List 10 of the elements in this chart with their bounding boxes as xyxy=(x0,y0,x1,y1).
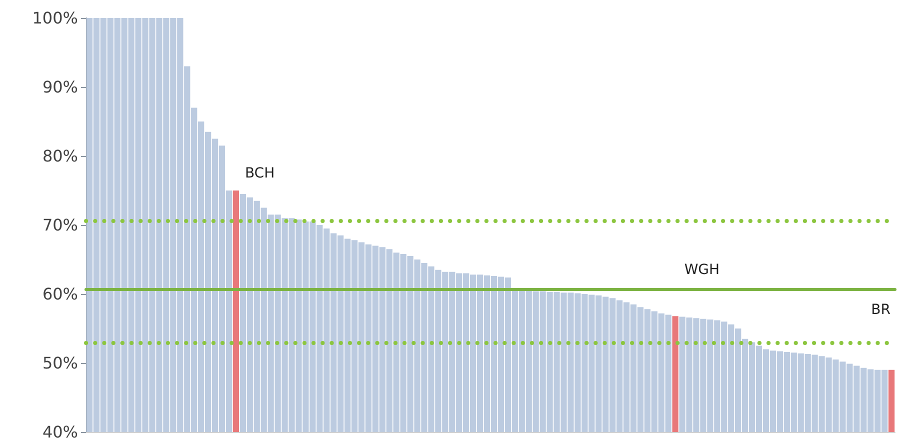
annotation: WGH xyxy=(684,262,720,278)
annotation: BCH xyxy=(244,165,275,182)
y-tick-label: 90% xyxy=(42,78,78,96)
y-tick-label: 60% xyxy=(42,284,78,304)
annotation: BR xyxy=(871,302,891,318)
y-tick-label: 70% xyxy=(42,216,78,234)
y-tick-label: 40% xyxy=(42,422,78,442)
y-tick-label: 50% xyxy=(42,354,78,372)
y-tick-label: 80% xyxy=(42,146,78,166)
y-tick-label: 100% xyxy=(32,8,78,28)
